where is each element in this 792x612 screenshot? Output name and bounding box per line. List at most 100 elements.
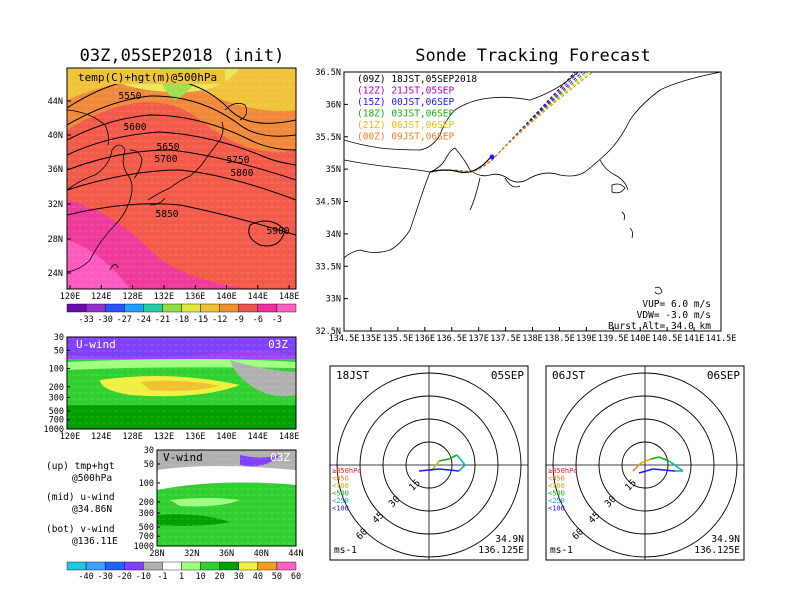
hodograph-trace-segment [632,462,642,472]
pressure-tick-label: 300 [139,509,154,519]
launch-legend: (09Z) 18JST,05SEP2018(12Z) 21JST,05SEP(1… [357,74,477,143]
hodograph-rings [330,366,528,560]
lat-tick-label: 24N [48,269,63,279]
hodograph-legend-entry: <250 [332,497,349,505]
hodograph-trace-segment [668,460,684,472]
lon-tick-label: 140.5E [652,334,683,344]
pressure-tick-label: 30 [144,446,154,456]
hodograph-time: 18JST [336,369,369,382]
lat-tick-label: 44N [48,97,63,107]
sonde-track [429,72,594,173]
lon-tick-label: 135E [361,334,381,344]
hodograph-legend-entry: <700 [332,482,349,490]
contour-label: 5700 [155,154,178,165]
colorbar-swatch [124,303,144,313]
lon-tick-label: 140E [216,292,236,302]
hodograph-legend-entry: <850 [332,475,349,483]
param-vdw: VDW= -3.0 m/s [637,310,711,321]
hodograph-legend-entry: ≥850hPa [332,467,362,475]
hodograph-unit: ms-1 [550,545,573,556]
colorbar-label: -27 [117,315,132,325]
colorbar-swatch [238,303,259,313]
hodograph-trace-segment [638,468,654,474]
lat-tick-label: 40N [48,131,63,141]
uwind-lon-label: 140E [216,432,236,442]
colorbar-label: -21 [155,315,170,325]
uwind-lon-label: 144E [248,432,268,442]
uwind-frame [66,336,297,430]
colorbar-swatch [162,303,182,313]
wind-colorbar-label: 60 [291,572,301,582]
hodograph-trace-segment [652,468,676,472]
wind-colorbar-label: 50 [272,572,282,582]
lon-tick-label: 134.5E [329,334,360,344]
contour-label: 5850 [156,209,179,220]
vwind-lat-label: 36N [219,549,234,559]
hodograph-date: 05SEP [491,369,524,382]
hodograph-lat: 34.9N [711,534,740,545]
colorbar-swatch [219,303,239,313]
hodograph-lat: 34.9N [495,534,524,545]
hodograph-trace-segment [658,456,670,462]
lon-tick-label: 132E [154,292,174,302]
pressure-tick-label: 500 [49,407,64,417]
hodograph-trace-segment [456,454,466,466]
wind-colorbar-label: -10 [136,572,151,582]
lat-tick-label: 36.5N [315,68,341,78]
hodograph-legend-entry: <100 [332,505,349,513]
colorbar-swatch [257,303,278,313]
wind-colorbar-label: -30 [97,572,112,582]
hodograph-trace-segment [418,468,440,472]
colorbar-swatch [181,303,201,313]
hodograph-trace-segment [438,468,460,472]
lat-tick-label: 36N [48,165,63,175]
launch-entry: (15Z) 00JST,06SEP [357,97,455,108]
lon-tick-label: 136E [185,292,205,302]
hodograph-legend-entry: ≥850hPa [548,467,578,475]
contour-label: 5550 [119,91,142,102]
contour-label: 5800 [231,168,254,179]
lon-tick-label: 135.5E [382,334,413,344]
uwind-time: 03Z [268,338,288,351]
hodograph-date: 06SEP [707,369,740,382]
contour-label: 5650 [157,142,180,153]
wind-colorbar-label: 40 [253,572,263,582]
launch-entry: (09Z) 18JST,05SEP2018 [357,74,477,85]
vwind-lat-label: 32N [184,549,199,559]
legend-mid-lat: @34.86N [72,504,112,515]
hodograph-time: 06JST [552,369,585,382]
wind-colorbar-swatch [104,561,125,571]
sonde-track-ascent [429,157,491,174]
lon-tick-label: 148E [279,292,299,302]
vwind-lat-label: 44N [288,549,303,559]
lon-tick-label: 124E [91,292,111,302]
wind-colorbar-label: -40 [78,572,93,582]
wind-colorbar-swatch [85,561,106,571]
param-vup: VUP= 6.0 m/s [642,299,711,310]
wind-colorbar-label: 30 [234,572,244,582]
uwind-lon-label: 136E [185,432,205,442]
hodograph-trace-segment [438,458,450,462]
hodograph-legend-entry: <500 [548,490,565,498]
uwind-lon-label: 124E [91,432,111,442]
lat-tick-label: 32N [48,200,63,210]
pressure-tick-label: 200 [49,383,64,393]
wind-colorbar-label: 20 [215,572,225,582]
wind-colorbar-label: 10 [195,572,205,582]
contour-label: 5750 [227,155,250,166]
lon-tick-label: 136E [415,334,435,344]
lon-tick-label: 138.5E [544,334,575,344]
lat-tick-label: 35N [326,165,341,175]
colorbar-label: -18 [174,315,189,325]
hodograph-trace-segment [458,464,466,472]
legend-bot-lon: @136.11E [72,536,118,547]
lon-tick-label: 141.5E [706,334,737,344]
lon-tick-label: 139E [576,334,596,344]
lat-tick-label: 34N [326,230,341,240]
lon-tick-label: 141E [684,334,704,344]
